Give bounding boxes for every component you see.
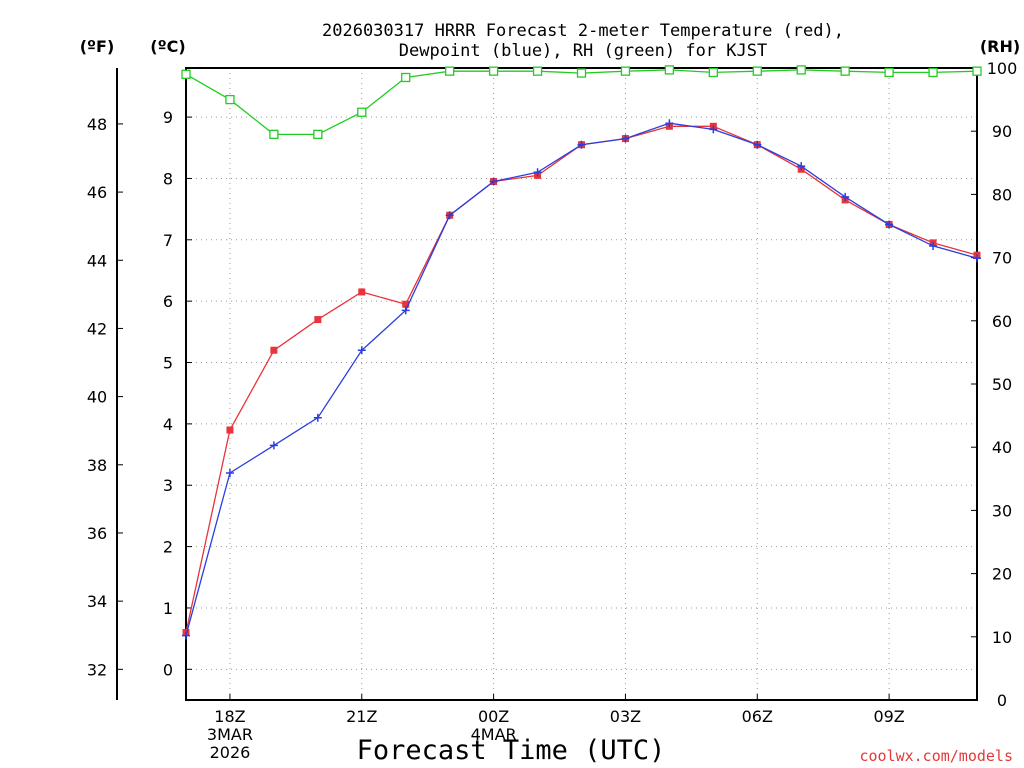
x-tick-label: 09Z: [873, 707, 904, 726]
celsius-unit-label: (ºC): [150, 37, 185, 56]
rh-marker: [620, 66, 631, 76]
celsius-tick-label: 1: [163, 599, 173, 618]
x-tick-label: 4MAR: [471, 725, 517, 744]
axes: [116, 67, 978, 701]
celsius-tick-label: 9: [163, 108, 173, 127]
x-tick-label: 2026: [210, 743, 251, 762]
celsius-tick-label: 7: [163, 231, 173, 250]
dewpoint-marker: [797, 162, 806, 171]
fahrenheit-tick-label: 44: [87, 251, 107, 270]
rh-line: [185, 69, 978, 136]
celsius-tick-label: 2: [163, 538, 173, 557]
dewpoint-marker: [445, 211, 454, 220]
dewpoint-marker: [489, 177, 498, 186]
x-tick-label: 3MAR: [207, 725, 253, 744]
dewpoint-marker: [313, 413, 322, 422]
rh-tick-label: 100: [987, 59, 1018, 78]
plot-frame: [185, 67, 978, 701]
rh-tick-label: 10: [992, 628, 1012, 647]
rh-marker: [664, 65, 675, 75]
dewpoint-marker: [269, 441, 278, 450]
dewpoint-marker: [929, 241, 938, 250]
rh-marker: [796, 65, 806, 75]
dewpoint-marker: [577, 140, 586, 149]
x-tick-label: 18Z: [214, 707, 245, 726]
x-tick-label: 00Z: [478, 707, 509, 726]
temperature-marker: [402, 300, 410, 308]
dewpoint-marker: [357, 346, 366, 355]
celsius-tick-label: 4: [163, 415, 173, 434]
dewpoint-line: [185, 122, 978, 636]
rh-marker: [445, 66, 455, 76]
fahrenheit-tick-label: 40: [87, 388, 107, 407]
rh-marker: [357, 107, 367, 117]
rh-marker: [401, 72, 411, 83]
fahrenheit-tick-label: 42: [87, 319, 107, 338]
dewpoint-marker: [401, 306, 410, 315]
celsius-tick-label: 5: [163, 354, 173, 373]
rh-marker: [313, 129, 323, 140]
dewpoint-marker: [665, 119, 674, 128]
dewpoint-marker: [885, 220, 894, 229]
source-credit: coolwx.com/models: [859, 747, 1013, 765]
x-tick-label: 21Z: [346, 707, 377, 726]
temperature-marker: [226, 426, 234, 434]
rh-marker: [576, 68, 587, 78]
grid-lines: [186, 68, 977, 700]
rh-marker: [928, 67, 938, 78]
rh-marker: [488, 66, 499, 76]
fahrenheit-tick-label: 34: [87, 592, 107, 611]
dewpoint-marker: [621, 134, 630, 143]
rh-tick-label: 20: [992, 565, 1012, 584]
chart-title-line-1: 2026030317 HRRR Forecast 2-meter Tempera…: [322, 21, 844, 41]
chart-title-line-2: Dewpoint (blue), RH (green) for KJST: [399, 41, 767, 61]
dewpoint-marker: [753, 140, 762, 149]
rh-marker: [840, 66, 850, 76]
temperature-marker: [314, 316, 322, 324]
rh-marker: [225, 94, 235, 105]
rh-tick-label: 40: [992, 438, 1012, 457]
data-series: [181, 65, 982, 640]
rh-marker: [708, 67, 718, 78]
x-tick-label: 06Z: [742, 707, 773, 726]
dewpoint-marker: [709, 125, 718, 134]
temperature-marker: [270, 346, 278, 354]
celsius-tick-label: 8: [163, 169, 173, 188]
celsius-tick-label: 3: [163, 476, 173, 495]
fahrenheit-tick-label: 46: [87, 183, 107, 202]
rh-tick-label: 50: [992, 375, 1012, 394]
rh-tick-label: 70: [992, 249, 1012, 268]
x-tick-label: 03Z: [610, 707, 641, 726]
fahrenheit-tick-label: 38: [87, 456, 107, 475]
rh-tick-label: 0: [997, 691, 1007, 710]
dewpoint-marker: [225, 468, 234, 477]
rh-unit-label: (RH): [980, 37, 1020, 56]
tick-labels: 0123456789323436384042444648010203040506…: [87, 59, 1017, 762]
rh-tick-label: 30: [992, 501, 1012, 520]
temperature-line: [185, 125, 978, 633]
fahrenheit-tick-label: 48: [87, 115, 107, 134]
temperature-marker: [358, 288, 366, 296]
rh-marker: [269, 129, 279, 140]
dewpoint-marker: [973, 254, 981, 263]
celsius-tick-label: 6: [163, 292, 173, 311]
rh-tick-label: 90: [992, 122, 1012, 141]
rh-marker: [181, 69, 191, 79]
rh-marker: [532, 66, 543, 76]
fahrenheit-tick-label: 36: [87, 524, 107, 543]
celsius-tick-label: 0: [163, 660, 173, 679]
fahrenheit-unit-label: (ºF): [80, 37, 115, 56]
x-axis-label: Forecast Time (UTC): [357, 735, 666, 766]
rh-marker: [752, 66, 762, 76]
dewpoint-marker: [533, 168, 542, 177]
rh-marker: [884, 67, 894, 78]
rh-marker: [972, 66, 982, 76]
dewpoint-marker: [841, 192, 850, 201]
rh-tick-label: 60: [992, 312, 1012, 331]
dewpoint-marker: [182, 631, 190, 640]
fahrenheit-tick-label: 32: [87, 660, 107, 679]
rh-tick-label: 80: [992, 185, 1012, 204]
